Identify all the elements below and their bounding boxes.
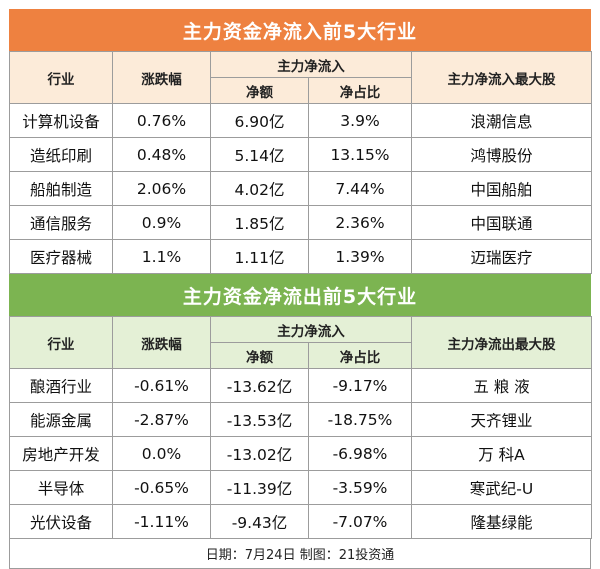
industry-cell: 船舶制造 bbox=[9, 171, 113, 206]
ratio-cell: -18.75% bbox=[308, 402, 412, 437]
change-cell: -2.87% bbox=[112, 402, 211, 437]
footer-caption: 日期：7月24日 制图：21投资通 bbox=[9, 539, 591, 569]
ratio-cell: -3.59% bbox=[308, 470, 412, 505]
change-cell: 0.48% bbox=[112, 137, 211, 172]
change-cell: 0.9% bbox=[112, 205, 211, 240]
ratio-cell: 13.15% bbox=[308, 137, 412, 172]
top-stock-cell: 寒武纪-U bbox=[411, 470, 592, 505]
header-amount: 净额 bbox=[210, 342, 309, 369]
header-change: 涨跌幅 bbox=[112, 316, 211, 369]
top-stock-cell: 中国联通 bbox=[411, 205, 592, 240]
change-cell: -0.61% bbox=[112, 368, 211, 403]
table-row: 酿酒行业 -0.61% -13.62亿 -9.17% 五 粮 液 bbox=[9, 368, 592, 403]
table-row: 光伏设备 -1.11% -9.43亿 -7.07% 隆基绿能 bbox=[9, 504, 592, 539]
change-cell: 0.76% bbox=[112, 103, 211, 138]
industry-cell: 房地产开发 bbox=[9, 436, 113, 471]
table-row: 计算机设备 0.76% 6.90亿 3.9% 浪潮信息 bbox=[9, 103, 592, 138]
inflow-title: 主力资金净流入前5大行业 bbox=[9, 9, 591, 51]
header-industry: 行业 bbox=[9, 51, 113, 104]
change-cell: 2.06% bbox=[112, 171, 211, 206]
change-cell: 1.1% bbox=[112, 239, 211, 274]
top-stock-cell: 万 科A bbox=[411, 436, 592, 471]
top-stock-cell: 迈瑞医疗 bbox=[411, 239, 592, 274]
header-ratio: 净占比 bbox=[308, 77, 412, 104]
table-row: 半导体 -0.65% -11.39亿 -3.59% 寒武纪-U bbox=[9, 470, 592, 505]
amount-cell: -11.39亿 bbox=[210, 470, 309, 505]
industry-cell: 医疗器械 bbox=[9, 239, 113, 274]
ratio-cell: 2.36% bbox=[308, 205, 412, 240]
outflow-table: 行业 涨跌幅 主力净流入 主力净流出最大股 净额 净占比 酿酒行业 -0.61%… bbox=[9, 316, 592, 539]
amount-cell: -13.62亿 bbox=[210, 368, 309, 403]
industry-cell: 通信服务 bbox=[9, 205, 113, 240]
ratio-cell: 1.39% bbox=[308, 239, 412, 274]
header-top-stock: 主力净流入最大股 bbox=[411, 51, 592, 104]
top-stock-cell: 鸿博股份 bbox=[411, 137, 592, 172]
top-stock-cell: 隆基绿能 bbox=[411, 504, 592, 539]
amount-cell: -13.53亿 bbox=[210, 402, 309, 437]
industry-cell: 酿酒行业 bbox=[9, 368, 113, 403]
amount-cell: 5.14亿 bbox=[210, 137, 309, 172]
header-net-inflow-group: 主力净流入 bbox=[210, 316, 412, 343]
amount-cell: 6.90亿 bbox=[210, 103, 309, 138]
industry-cell: 能源金属 bbox=[9, 402, 113, 437]
amount-cell: -13.02亿 bbox=[210, 436, 309, 471]
table-row: 医疗器械 1.1% 1.11亿 1.39% 迈瑞医疗 bbox=[9, 239, 592, 274]
top-stock-cell: 五 粮 液 bbox=[411, 368, 592, 403]
outflow-title: 主力资金净流出前5大行业 bbox=[9, 274, 591, 316]
header-industry: 行业 bbox=[9, 316, 113, 369]
industry-cell: 光伏设备 bbox=[9, 504, 113, 539]
ratio-cell: -7.07% bbox=[308, 504, 412, 539]
industry-cell: 造纸印刷 bbox=[9, 137, 113, 172]
change-cell: -1.11% bbox=[112, 504, 211, 539]
amount-cell: 4.02亿 bbox=[210, 171, 309, 206]
amount-cell: 1.11亿 bbox=[210, 239, 309, 274]
industry-cell: 计算机设备 bbox=[9, 103, 113, 138]
header-amount: 净额 bbox=[210, 77, 309, 104]
header-ratio: 净占比 bbox=[308, 342, 412, 369]
header-net-inflow-group: 主力净流入 bbox=[210, 51, 412, 78]
ratio-cell: -6.98% bbox=[308, 436, 412, 471]
table-row: 造纸印刷 0.48% 5.14亿 13.15% 鸿博股份 bbox=[9, 137, 592, 172]
ratio-cell: 7.44% bbox=[308, 171, 412, 206]
table-row: 船舶制造 2.06% 4.02亿 7.44% 中国船舶 bbox=[9, 171, 592, 206]
amount-cell: 1.85亿 bbox=[210, 205, 309, 240]
ratio-cell: -9.17% bbox=[308, 368, 412, 403]
industry-cell: 半导体 bbox=[9, 470, 113, 505]
top-stock-cell: 中国船舶 bbox=[411, 171, 592, 206]
top-stock-cell: 天齐锂业 bbox=[411, 402, 592, 437]
change-cell: 0.0% bbox=[112, 436, 211, 471]
report-container: 主力资金净流入前5大行业 行业 涨跌幅 主力净流入 主力净流入最大股 净额 净占… bbox=[9, 9, 592, 569]
table-row: 能源金属 -2.87% -13.53亿 -18.75% 天齐锂业 bbox=[9, 402, 592, 437]
change-cell: -0.65% bbox=[112, 470, 211, 505]
header-change: 涨跌幅 bbox=[112, 51, 211, 104]
ratio-cell: 3.9% bbox=[308, 103, 412, 138]
header-top-stock: 主力净流出最大股 bbox=[411, 316, 592, 369]
top-stock-cell: 浪潮信息 bbox=[411, 103, 592, 138]
amount-cell: -9.43亿 bbox=[210, 504, 309, 539]
inflow-table: 行业 涨跌幅 主力净流入 主力净流入最大股 净额 净占比 计算机设备 0.76%… bbox=[9, 51, 592, 274]
table-row: 房地产开发 0.0% -13.02亿 -6.98% 万 科A bbox=[9, 436, 592, 471]
table-row: 通信服务 0.9% 1.85亿 2.36% 中国联通 bbox=[9, 205, 592, 240]
